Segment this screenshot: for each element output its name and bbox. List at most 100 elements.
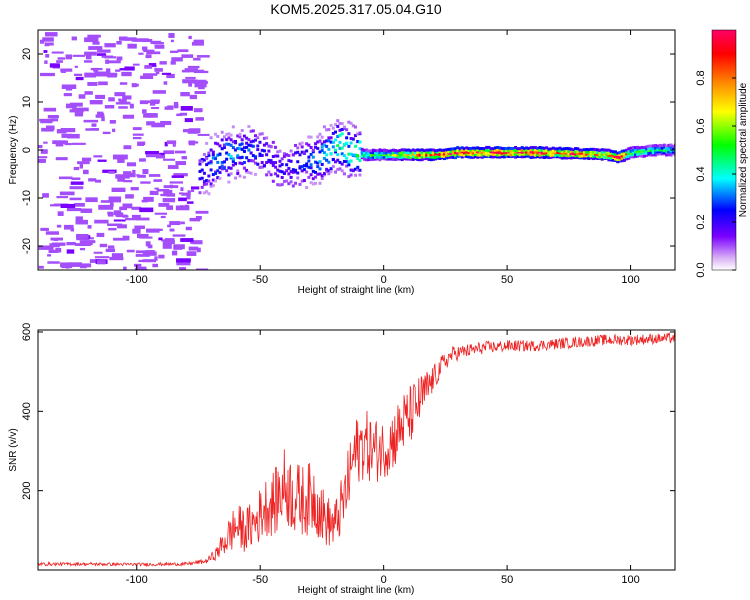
heatmap-cell [238, 132, 242, 136]
heatmap-cell [300, 141, 304, 145]
heatmap-cell [527, 148, 531, 152]
heatmap-cell [236, 169, 240, 173]
heatmap-cell [411, 154, 415, 158]
heatmap-cell [387, 157, 391, 161]
heatmap-cell [193, 108, 203, 113]
heatmap-cell [545, 146, 549, 150]
heatmap-cell [576, 152, 580, 156]
heatmap-cell [354, 173, 358, 177]
heatmap-cell [565, 147, 569, 151]
heatmap-cell [145, 241, 151, 247]
heatmap-cell [505, 153, 509, 157]
heatmap-cell [462, 151, 466, 155]
heatmap-cell [380, 153, 384, 157]
heatmap-cell [374, 157, 378, 161]
heatmap-cell [274, 154, 278, 158]
heatmap-cell [351, 137, 355, 141]
heatmap-cell [113, 210, 122, 216]
heatmap-cell [336, 153, 340, 157]
heatmap-cell [582, 150, 586, 154]
heatmap-cell [146, 51, 161, 55]
heatmap-cell [325, 167, 329, 171]
heatmap-cell [405, 152, 409, 156]
heatmap-cell [60, 128, 76, 133]
heatmap-cell [609, 149, 613, 153]
heatmap-cell [43, 107, 57, 112]
heatmap-cell [656, 150, 660, 154]
heatmap-cell [267, 170, 271, 174]
heatmap-cell [143, 49, 155, 53]
heatmap-cell [654, 148, 658, 152]
heatmap-cell [658, 143, 662, 147]
heatmap-cell [578, 151, 582, 155]
heatmap-cell [560, 149, 564, 153]
heatmap-cell [146, 228, 160, 233]
heatmap-cell [242, 160, 246, 164]
heatmap-cell [181, 54, 194, 58]
heatmap-cell [109, 120, 116, 124]
heatmap-cell [79, 163, 84, 169]
heatmap-cell [242, 146, 246, 150]
heatmap-cell [205, 157, 209, 161]
heatmap-cell [162, 198, 176, 203]
heatmap-cell [152, 263, 159, 268]
heatmap-cell [69, 197, 82, 201]
heatmap-cell [471, 146, 475, 150]
heatmap-cell [98, 204, 114, 210]
heatmap-cell [285, 169, 289, 173]
heatmap-cell [389, 149, 393, 153]
heatmap-cell [311, 182, 315, 186]
heatmap-cell [229, 138, 233, 142]
heatmap-cell [211, 153, 215, 157]
heatmap-cell [280, 163, 284, 167]
heatmap-cell [181, 156, 187, 160]
heatmap-cell [118, 36, 128, 41]
heatmap-cell [144, 65, 153, 69]
heatmap-cell [225, 151, 229, 155]
heatmap-cell [511, 154, 515, 158]
heatmap-cell [320, 142, 324, 146]
heatmap-cell [476, 155, 480, 159]
heatmap-cell [260, 153, 264, 157]
heatmap-cell [596, 150, 600, 154]
heatmap-cell [605, 156, 609, 160]
heatmap-cell [467, 152, 471, 156]
heatmap-cell [145, 154, 161, 158]
heatmap-cell [547, 149, 551, 153]
heatmap-cell [153, 179, 163, 182]
heatmap-cell [520, 155, 524, 159]
heatmap-cell [414, 151, 418, 155]
heatmap-cell [169, 221, 181, 226]
heatmap-cell [554, 154, 558, 158]
heatmap-cell [378, 150, 382, 154]
heatmap-cell [582, 152, 586, 156]
heatmap-cell [207, 179, 211, 183]
heatmap-cell [425, 156, 429, 160]
heatmap-cell [500, 155, 504, 159]
heatmap-cell [338, 160, 342, 164]
heatmap-cell [540, 151, 544, 155]
heatmap-cell [107, 223, 123, 227]
heatmap-cell [351, 153, 355, 157]
heatmap-cell [234, 176, 238, 180]
heatmap-cell [64, 224, 74, 230]
heatmap-cell [291, 170, 295, 174]
heatmap-cell [620, 149, 624, 153]
x-tick-label: -50 [252, 274, 268, 286]
heatmap-cell [409, 151, 413, 155]
heatmap-cell [84, 72, 96, 78]
heatmap-cell [316, 140, 320, 144]
heatmap-cell [154, 256, 158, 261]
heatmap-cell [95, 94, 106, 99]
heatmap-cell [79, 247, 86, 251]
heatmap-cell [81, 157, 92, 162]
heatmap-cell [71, 177, 81, 181]
heatmap-cell [569, 147, 573, 151]
heatmap-cell [402, 150, 406, 154]
heatmap-cell [467, 151, 471, 155]
heatmap-cell [627, 150, 631, 154]
heatmap-cell [489, 152, 493, 156]
heatmap-cell [245, 168, 249, 172]
heatmap-cell [200, 168, 204, 172]
heatmap-cell [400, 148, 404, 152]
